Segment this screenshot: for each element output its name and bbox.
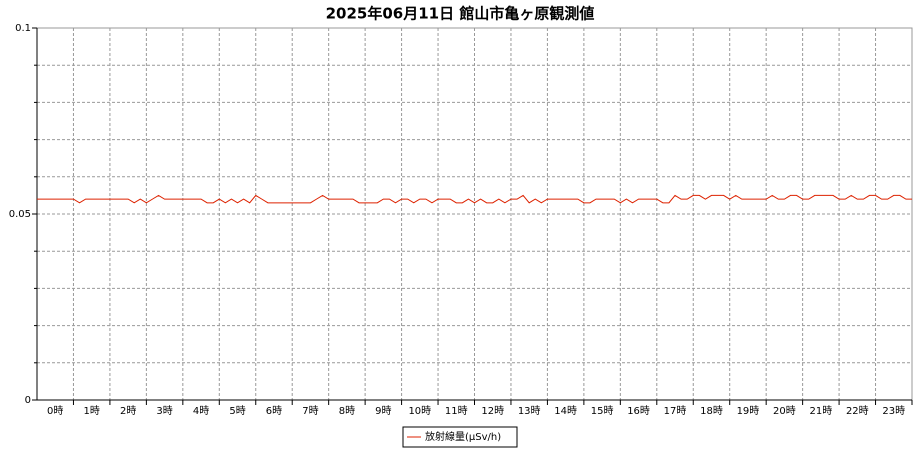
x-tick-label: 8時 bbox=[339, 405, 355, 417]
x-tick-label: 20時 bbox=[773, 405, 796, 417]
x-tick-label: 15時 bbox=[591, 405, 614, 417]
x-tick-label: 21時 bbox=[809, 405, 832, 417]
x-tick-label: 1時 bbox=[84, 405, 100, 417]
x-tick-label: 2時 bbox=[120, 405, 136, 417]
x-tick-label: 13時 bbox=[518, 405, 541, 417]
y-tick-label: 0.1 bbox=[15, 23, 31, 34]
x-tick-label: 17時 bbox=[664, 405, 687, 417]
x-tick-label: 7時 bbox=[302, 405, 318, 417]
chart-title: 2025年06月11日 館山市亀ヶ原観測値 bbox=[326, 5, 595, 23]
x-tick-label: 12時 bbox=[481, 405, 504, 417]
x-tick-label: 11時 bbox=[445, 405, 468, 417]
y-tick-label: 0 bbox=[25, 395, 31, 406]
x-tick-label: 23時 bbox=[882, 405, 905, 417]
x-tick-label: 5時 bbox=[229, 405, 245, 417]
x-tick-label: 3時 bbox=[156, 405, 172, 417]
y-tick-label: 0.05 bbox=[9, 209, 31, 220]
x-tick-label: 18時 bbox=[700, 405, 723, 417]
x-tick-label: 10時 bbox=[408, 405, 431, 417]
x-tick-label: 22時 bbox=[846, 405, 869, 417]
x-tick-label: 4時 bbox=[193, 405, 209, 417]
x-tick-label: 0時 bbox=[47, 405, 63, 417]
x-tick-label: 19時 bbox=[737, 405, 760, 417]
x-tick-label: 14時 bbox=[554, 405, 577, 417]
x-tick-label: 16時 bbox=[627, 405, 650, 417]
legend-label: 放射線量(μSv/h) bbox=[425, 430, 501, 443]
x-tick-label: 9時 bbox=[375, 405, 391, 417]
data-line bbox=[37, 194, 912, 204]
x-tick-label: 6時 bbox=[266, 405, 282, 417]
legend-box bbox=[402, 426, 518, 448]
